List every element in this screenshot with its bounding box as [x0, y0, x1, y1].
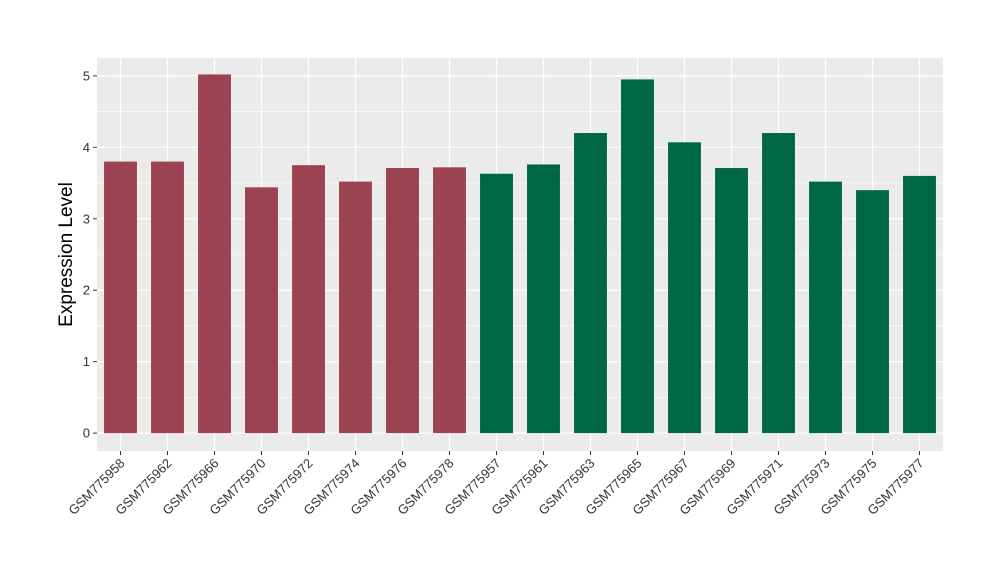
- bar-GSM775970: [245, 187, 278, 434]
- y-tick-label: 3: [83, 211, 90, 226]
- bar-GSM775962: [151, 161, 184, 434]
- bar-GSM775972: [292, 165, 325, 434]
- y-axis-title: Expression Level: [56, 182, 77, 327]
- y-tick-label: 2: [83, 283, 90, 298]
- bar-GSM775976: [386, 168, 419, 434]
- bar-GSM775978: [433, 167, 466, 434]
- bar-GSM775969: [715, 168, 748, 434]
- y-tick-label: 1: [83, 354, 90, 369]
- bar-GSM775974: [339, 181, 372, 434]
- bar-GSM775961: [527, 164, 560, 434]
- bar-GSM775977: [903, 175, 936, 434]
- y-tick-label: 0: [83, 426, 90, 441]
- bar-GSM775967: [668, 142, 701, 434]
- bar-GSM775966: [198, 74, 231, 434]
- x-axis: GSM775958GSM775962GSM775966GSM775970GSM7…: [65, 451, 927, 518]
- bars-group: [104, 74, 936, 434]
- y-tick-label: 4: [83, 140, 90, 155]
- bar-GSM775958: [104, 161, 137, 434]
- bar-GSM775971: [762, 133, 795, 434]
- y-axis: 0 1 2 3 4 5: [83, 68, 97, 441]
- bar-GSM775963: [574, 133, 607, 434]
- minor-gridlines: [97, 111, 943, 398]
- bar-GSM775965: [621, 79, 654, 434]
- y-tick-label: 5: [83, 68, 90, 83]
- bar-GSM775975: [856, 190, 889, 434]
- bar-GSM775957: [480, 173, 513, 434]
- bar-GSM775973: [809, 181, 842, 434]
